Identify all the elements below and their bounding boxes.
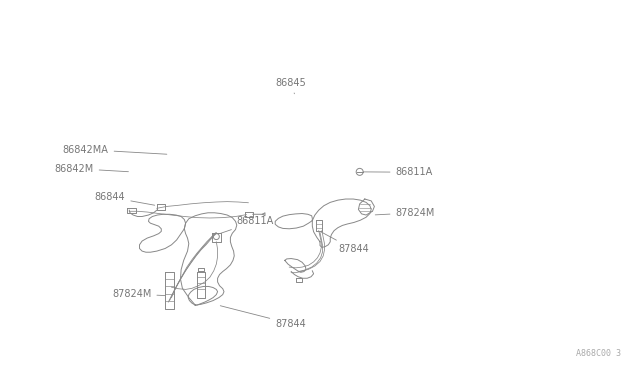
Text: 87844: 87844: [220, 306, 306, 328]
Text: 86842MA: 86842MA: [63, 145, 167, 154]
Text: 87824M: 87824M: [375, 208, 435, 218]
Text: 86811A: 86811A: [363, 167, 433, 177]
Text: 86842M: 86842M: [54, 164, 129, 173]
Text: 87844: 87844: [321, 232, 369, 254]
Text: 86845: 86845: [275, 78, 306, 94]
Text: 87824M: 87824M: [112, 289, 165, 299]
Text: 86844: 86844: [95, 192, 155, 205]
Text: 86811A: 86811A: [220, 217, 274, 234]
Text: A868C00 3: A868C00 3: [576, 349, 621, 358]
